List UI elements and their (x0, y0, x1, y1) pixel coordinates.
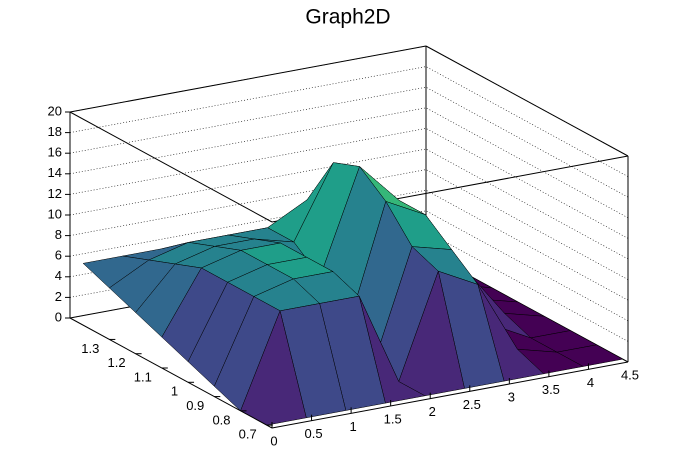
y-axis (69, 317, 273, 429)
z-tick-label: 20 (48, 103, 62, 118)
chart-title: Graph2D (305, 6, 390, 29)
x-tick-label: 4 (587, 375, 594, 390)
grid-line (69, 45, 629, 157)
box-edge (69, 111, 273, 223)
z-tick-label: 4 (55, 268, 62, 283)
y-tick-label: 0.7 (239, 427, 257, 442)
z-tick-label: 18 (48, 124, 62, 139)
x-tick-label: 3 (508, 389, 515, 404)
y-tick-label: 1.2 (108, 355, 126, 370)
z-tick-label: 16 (48, 145, 62, 160)
y-tick-label: 0.8 (212, 412, 230, 427)
z-tick-label: 12 (48, 186, 62, 201)
x-tick-label: 1.5 (384, 411, 402, 426)
y-tick-label: 1.3 (81, 341, 99, 356)
grid-line (69, 86, 629, 198)
x-tick-label: 4.5 (621, 367, 639, 382)
y-tick-label: 0.9 (186, 398, 204, 413)
z-tick-label: 6 (55, 248, 62, 263)
x-axis (271, 361, 629, 429)
grid-line (69, 148, 629, 260)
x-tick-label: 3.5 (542, 382, 560, 397)
grid-line (69, 169, 629, 280)
x-tick-label: 0.5 (305, 426, 323, 441)
z-tick-label: 2 (55, 289, 62, 304)
z-tick-label: 10 (48, 206, 62, 221)
x-tick-label: 2 (429, 404, 436, 419)
y-tick-label: 1 (171, 384, 178, 399)
grid-line (69, 107, 629, 219)
grid-line (69, 189, 629, 301)
x-tick-label: 0 (270, 433, 277, 448)
x-tick-label: 1 (349, 419, 356, 434)
z-tick-label: 8 (55, 227, 62, 242)
z-tick-label: 0 (55, 309, 62, 324)
z-tick-label: 14 (48, 165, 62, 180)
grid-line (69, 128, 629, 239)
grid-line (69, 66, 629, 177)
y-tick-label: 1.1 (134, 369, 152, 384)
x-tick-label: 2.5 (463, 397, 481, 412)
